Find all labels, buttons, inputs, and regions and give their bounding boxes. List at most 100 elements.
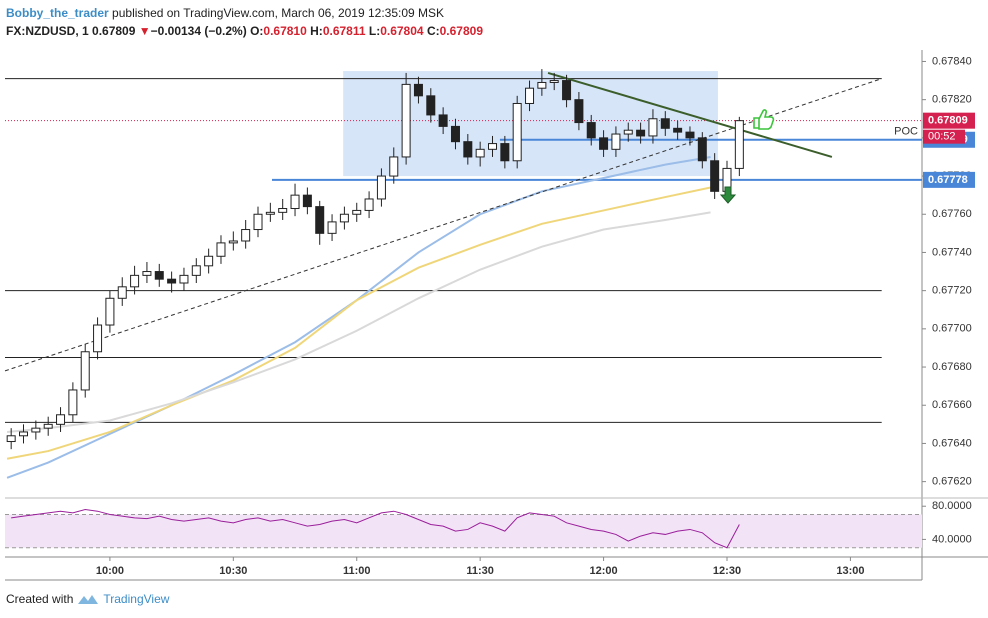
candle-body <box>265 211 275 215</box>
candle-body <box>697 137 707 162</box>
level-tag-label: 0.67778 <box>928 174 968 186</box>
candle-body <box>549 80 559 83</box>
candle-body <box>105 297 115 326</box>
c: 0.67809 <box>439 24 483 38</box>
candle-body <box>525 87 535 104</box>
candle-body <box>278 208 288 213</box>
candle-body <box>673 127 683 133</box>
countdown: 00:52 <box>928 131 956 143</box>
y-tick-label: 0.67740 <box>932 246 972 258</box>
candle-body <box>142 271 152 276</box>
header: Bobby_the_trader published on TradingVie… <box>6 4 483 40</box>
candle-body <box>19 431 29 437</box>
candle-body <box>68 389 78 416</box>
footer: Created with TradingView <box>6 592 169 606</box>
candle-body <box>500 143 510 162</box>
candle-body <box>179 274 189 284</box>
published: published on TradingView.com, March 06, … <box>112 6 445 20</box>
candle-body <box>6 435 16 443</box>
candle-body <box>167 278 177 284</box>
candle-body <box>191 265 201 276</box>
rsi-tick-label: 40.0000 <box>932 533 972 545</box>
candle-body <box>413 83 423 97</box>
candle-body <box>512 102 522 162</box>
y-tick-label: 0.67700 <box>932 323 972 335</box>
rsi-line <box>11 509 740 549</box>
candle-body <box>611 133 621 150</box>
candle-body <box>574 99 584 124</box>
x-tick-label: 12:30 <box>713 565 741 577</box>
x-tick-label: 11:00 <box>343 565 371 577</box>
author: Bobby_the_trader <box>6 6 109 20</box>
candle-body <box>56 414 66 425</box>
h: 0.67811 <box>322 24 366 38</box>
x-tick-label: 11:30 <box>466 565 494 577</box>
rsi-tick-label: 80.0000 <box>932 500 972 512</box>
candle-body <box>290 194 300 210</box>
candle-body <box>450 125 460 143</box>
thumb-up <box>753 109 775 130</box>
trendline <box>547 71 833 158</box>
logo-shape <box>78 595 99 604</box>
countdown-tag <box>923 129 965 144</box>
candle-body <box>636 129 646 137</box>
y-tick-label: 0.67680 <box>932 361 972 373</box>
thumb-icon <box>753 109 775 130</box>
symbol: FX:NZDUSD, 1 <box>6 24 89 38</box>
candle-body <box>154 271 164 280</box>
y-tick-label: 0.67840 <box>932 55 972 67</box>
y-tick-label: 0.67660 <box>932 399 972 411</box>
marks: 0.67620 0.67640 0.67660 0.67680 0.67700 0.677… <box>4 55 975 577</box>
last-price-tag <box>923 112 975 129</box>
y-tick-label: 0.67720 <box>932 285 972 297</box>
header-line-1: Bobby_the_trader published on TradingVie… <box>6 4 483 22</box>
x-tick-label: 10:30 <box>219 565 247 577</box>
c-label: C: <box>426 24 440 38</box>
h-label: H: <box>310 24 323 38</box>
candle-body <box>401 83 411 158</box>
candle-body <box>31 427 41 433</box>
x-tick-label: 10:00 <box>96 565 124 577</box>
candle-body <box>488 143 498 150</box>
moving-average <box>6 186 711 460</box>
candle-body <box>463 141 473 158</box>
l-label: L: <box>368 24 381 38</box>
candle-body <box>43 423 53 429</box>
candle-body <box>376 175 386 200</box>
candle-body <box>315 206 325 234</box>
candle-body <box>130 274 140 288</box>
created-with: Created with <box>6 592 74 606</box>
change: −0.00134 (−0.2%) <box>150 24 247 38</box>
candle-body <box>327 221 337 234</box>
o-label: O: <box>250 24 264 38</box>
candle-body <box>204 255 214 267</box>
candle-body <box>734 120 744 169</box>
candle-body <box>228 240 238 244</box>
y-tick-label: 0.67620 <box>932 476 972 488</box>
y-tick-label: 0.67820 <box>932 94 972 106</box>
last: 0.67809 <box>92 24 136 38</box>
l: 0.67804 <box>380 24 424 38</box>
candle-body <box>648 118 658 137</box>
last-price-label: 0.67809 <box>928 115 968 127</box>
candle-body <box>389 156 399 177</box>
level-tag <box>923 171 975 188</box>
candle-body <box>253 213 263 231</box>
x-tick-label: 12:00 <box>590 565 618 577</box>
candle-body <box>710 160 720 192</box>
rsi-band <box>5 514 922 548</box>
tv-logo <box>78 595 99 604</box>
candle-body <box>685 131 695 139</box>
candle-body <box>475 148 485 158</box>
candle-body <box>117 286 127 299</box>
candle-body <box>241 229 251 242</box>
candle-body <box>426 95 436 116</box>
x-tick-label: 13:00 <box>836 565 864 577</box>
candle-body <box>660 118 670 129</box>
candle-body <box>216 242 226 257</box>
arrow: ▼ <box>138 24 151 38</box>
candle-body <box>302 194 312 208</box>
header-line-2: FX:NZDUSD, 1 0.67809 ▼−0.00134 (−0.2%) O… <box>6 22 483 40</box>
brand: TradingView <box>103 592 170 606</box>
